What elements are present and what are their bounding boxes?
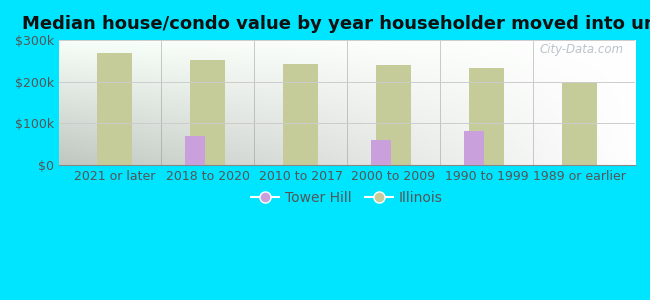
Bar <box>376 65 411 165</box>
Bar <box>464 131 484 165</box>
Bar <box>97 53 133 165</box>
Bar <box>190 60 226 165</box>
Bar <box>469 68 504 165</box>
Text: City-Data.com: City-Data.com <box>540 43 623 56</box>
Bar <box>562 82 597 165</box>
Bar <box>371 140 391 165</box>
Title: Median house/condo value by year householder moved into unit: Median house/condo value by year househo… <box>22 15 650 33</box>
Bar <box>185 136 205 165</box>
Bar <box>283 64 318 165</box>
Legend: Tower Hill, Illinois: Tower Hill, Illinois <box>246 185 448 210</box>
